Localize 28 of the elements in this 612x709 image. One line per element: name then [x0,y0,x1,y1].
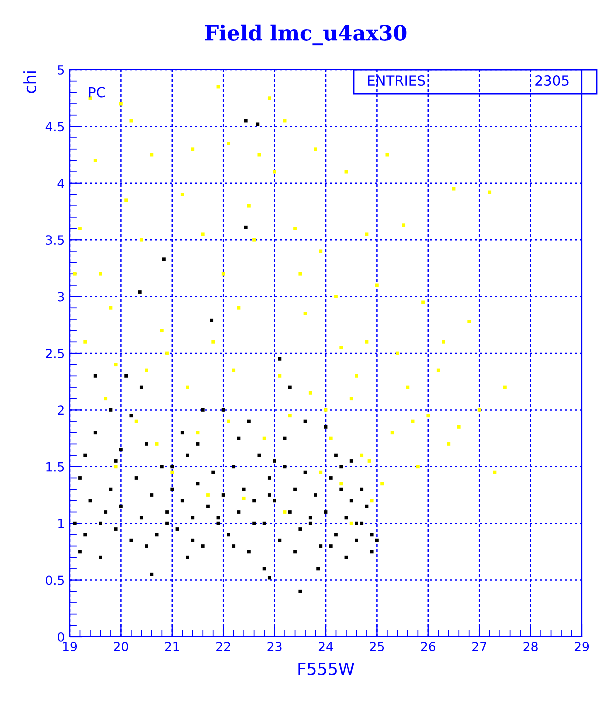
x-tick-label: 19 [63,642,78,652]
x-tick-label: 25 [370,642,384,652]
y-tick-label: 1.5 [46,462,64,472]
y-tick-label: 2.5 [46,348,64,358]
y-tick-label: 4.5 [46,122,64,132]
x-tick-label: 29 [574,642,590,652]
y-tick-label: 2 [58,406,64,415]
y-tick-label: 4 [58,179,64,188]
x-tick-label: 26 [421,642,436,652]
y-tick-label: 5 [58,66,64,75]
y-axis-title: chi [24,72,36,94]
x-axis-title: F555W [298,663,354,676]
x-tick-label: 20 [114,642,128,652]
y-tick-label: 0.5 [46,576,64,586]
x-tick-label: 22 [216,642,230,652]
y-tick-label: 3.5 [46,236,64,246]
annotation: 2305 [536,76,569,86]
y-tick-label: 0 [58,632,64,642]
annotation: ENTRIES [368,76,426,86]
x-tick-label: 21 [165,642,180,652]
x-tick-label: 28 [524,642,538,652]
x-tick-label: 24 [318,642,334,652]
x-tick-label: 23 [268,642,282,652]
y-tick-label: 3 [58,292,64,302]
chart-title: Field lmc_u4ax30 [205,24,407,46]
x-tick-label: 27 [472,642,486,652]
annotation: PC [89,87,106,98]
y-tick-label: 1 [58,519,64,528]
